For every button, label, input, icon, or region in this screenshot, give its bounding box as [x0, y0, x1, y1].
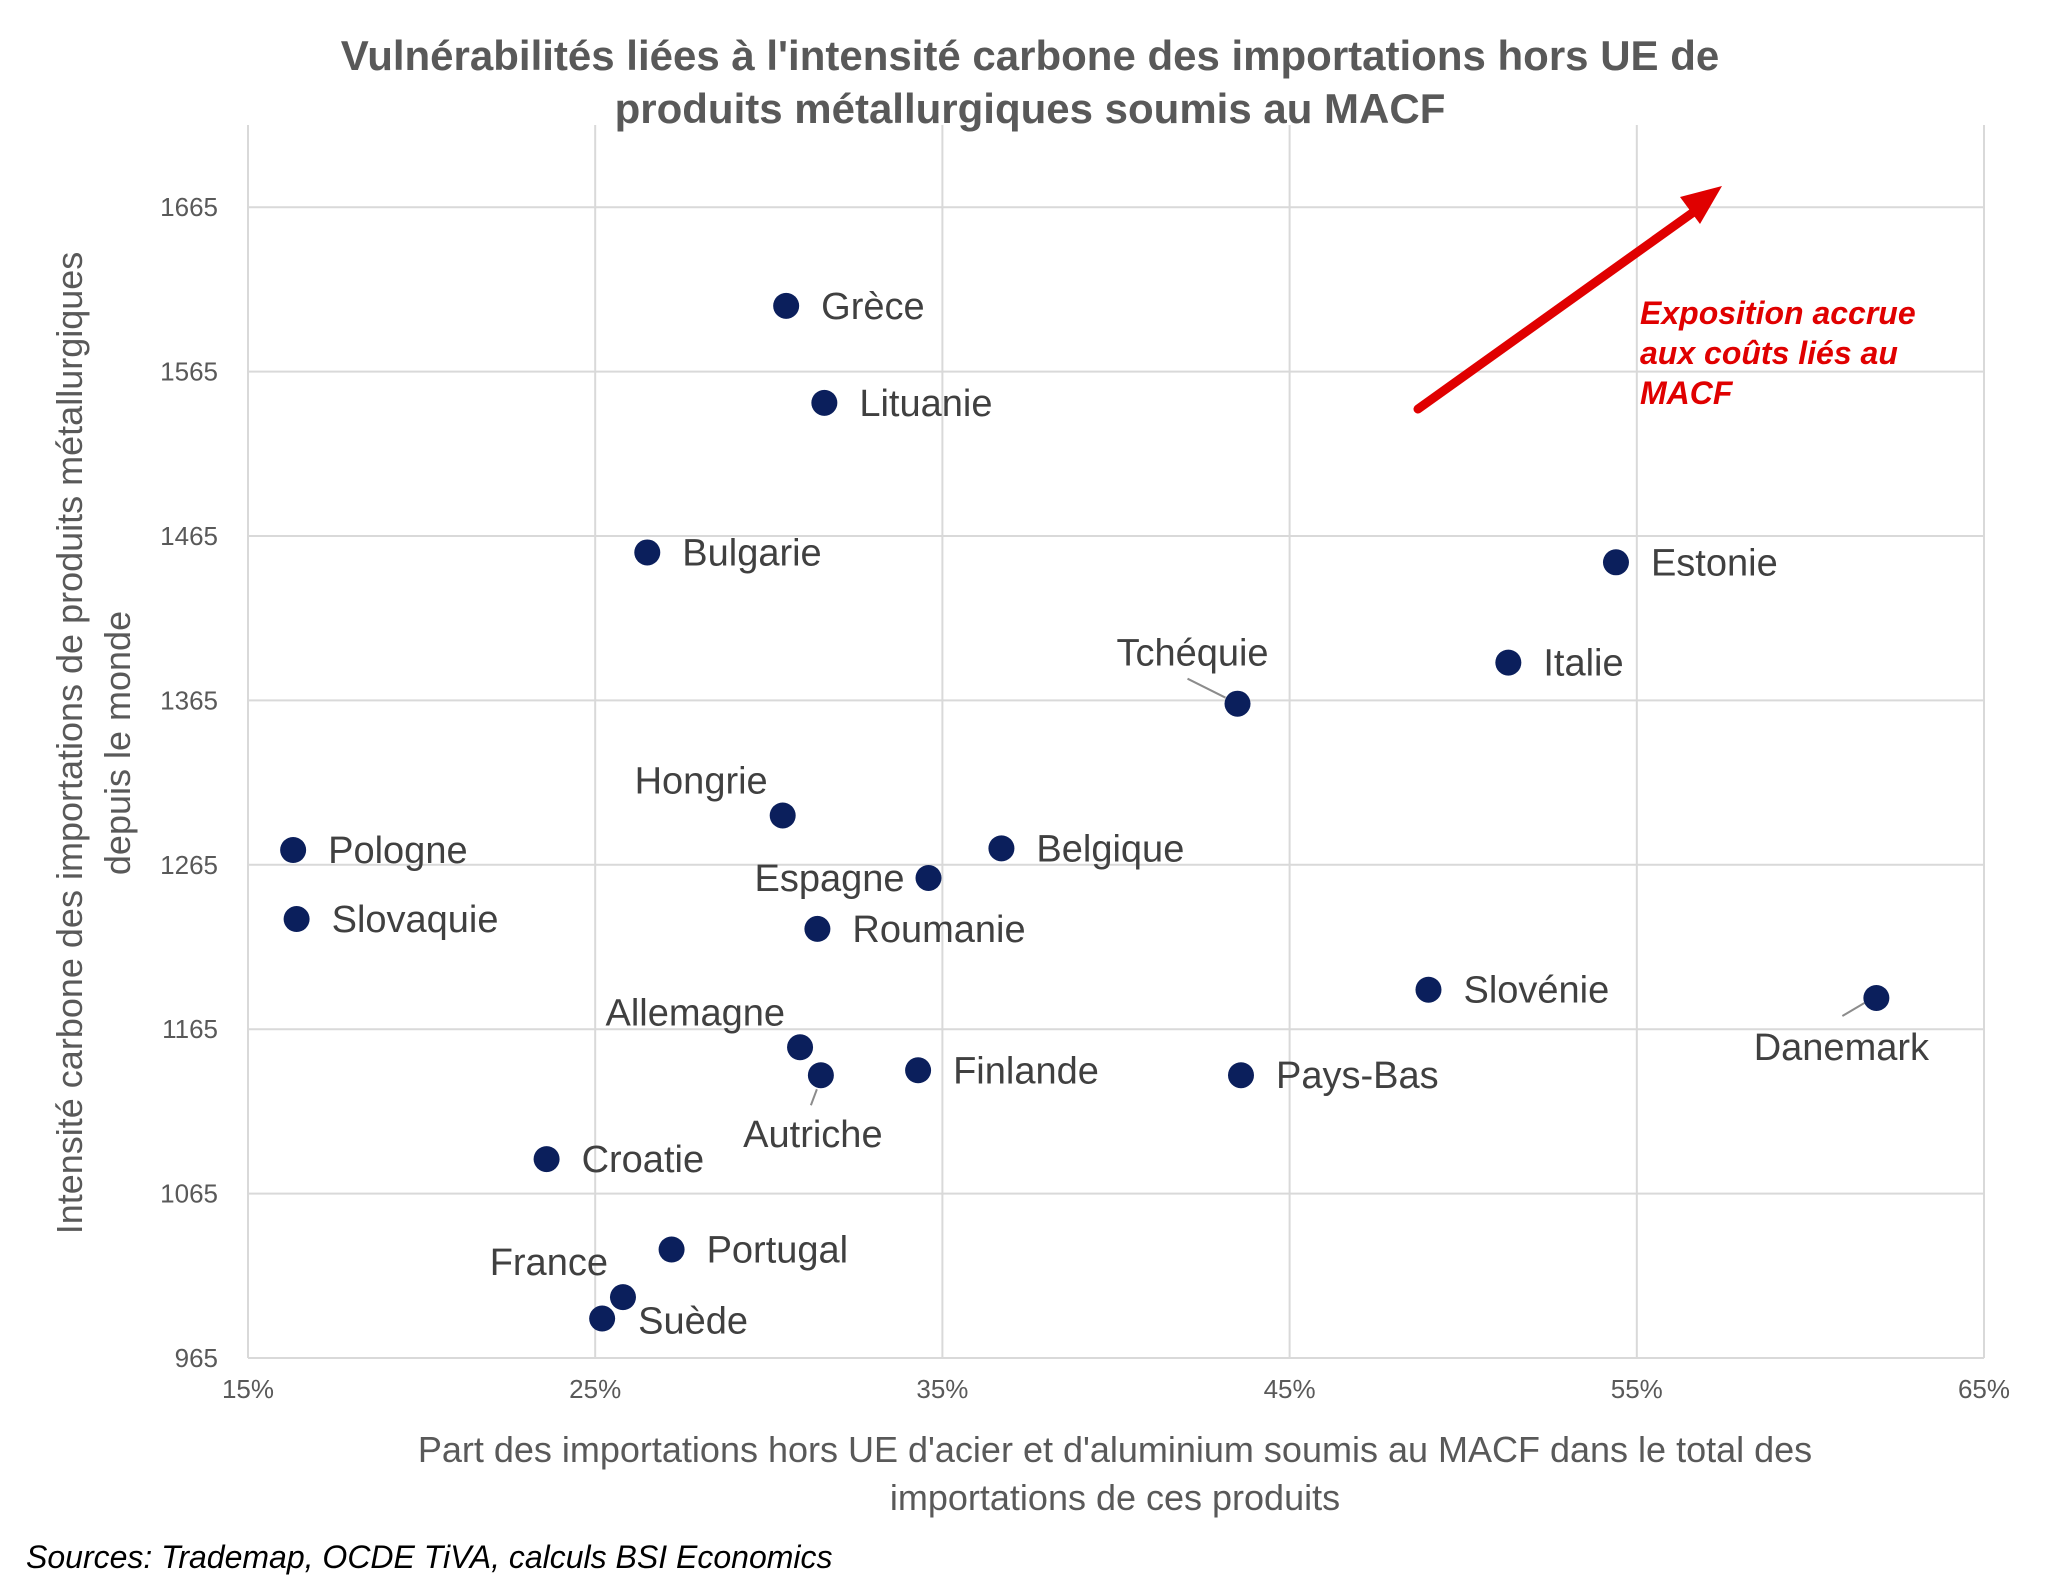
data-point-label: Slovénie	[1463, 970, 1609, 1012]
trend-arrow-head	[1680, 186, 1722, 224]
y-tick-label: 1065	[160, 1179, 218, 1209]
data-point	[905, 1057, 932, 1084]
data-point-label: Portugal	[707, 1229, 849, 1271]
leader-line	[1187, 677, 1226, 699]
chart-title-line-2: produits métallurgiques soumis au MACF	[615, 85, 1446, 132]
annotation-line-3: MACF	[1640, 375, 1734, 411]
x-axis-label-line-2: importations de ces produits	[890, 1477, 1340, 1518]
data-points: Grèce Lituanie Bulgarie Estonie Italie Tchéqu…	[280, 286, 1930, 1343]
data-point	[1227, 1062, 1254, 1089]
data-point	[589, 1305, 616, 1332]
source-note: Sources: Trademap, OCDE TiVA, calculs BS…	[26, 1539, 833, 1575]
data-point-label: Danemark	[1754, 1027, 1930, 1069]
data-point	[280, 837, 307, 864]
data-point	[283, 906, 310, 933]
data-point-label: Suède	[638, 1301, 748, 1343]
trend-arrow-shaft	[1413, 206, 1700, 414]
annotation-line-2: aux coûts liés au	[1640, 335, 1898, 371]
data-point	[804, 915, 831, 942]
data-point-label: Slovaquie	[332, 899, 499, 941]
data-point-label: Allemagne	[605, 992, 785, 1034]
x-tick-label: 35%	[916, 1374, 968, 1404]
y-tick-label: 1565	[160, 357, 218, 387]
x-tick-label: 65%	[1958, 1374, 2010, 1404]
data-point	[1863, 984, 1890, 1011]
y-axis-label-line-2: depuis le monde	[97, 611, 138, 875]
data-point-label: Hongrie	[635, 760, 768, 802]
data-point-label: France	[490, 1242, 608, 1284]
data-point	[609, 1284, 636, 1311]
data-point	[811, 389, 838, 416]
data-point	[1224, 690, 1251, 717]
data-point	[1495, 649, 1522, 676]
annotation-line-1: Exposition accrue	[1640, 295, 1916, 331]
data-point	[773, 292, 800, 319]
data-point-label: Estonie	[1651, 542, 1778, 584]
y-tick-label: 1665	[160, 192, 218, 222]
y-tick-label: 1265	[160, 850, 218, 880]
data-point-label: Tchéquie	[1116, 633, 1268, 675]
data-point-label: Finlande	[953, 1050, 1099, 1092]
y-axis-label-line-1: Intensité carbone des importations de pr…	[49, 252, 90, 1235]
data-point	[807, 1062, 834, 1089]
axis-labels: Part des importations hors UE d'acier et…	[49, 252, 1812, 1518]
y-tick-label: 1165	[162, 1014, 218, 1044]
data-point-label: Grèce	[821, 286, 924, 328]
data-point-label: Belgique	[1036, 828, 1184, 870]
data-point	[769, 802, 796, 829]
data-point	[1602, 549, 1629, 576]
x-tick-label: 15%	[222, 1374, 274, 1404]
tick-labels: 965 1065 1165 1265 1365 1465 1565 1665 15% 25% 35%…	[160, 192, 2010, 1404]
exposure-annotation: Exposition accrue aux coûts liés au MACF	[1640, 295, 1916, 411]
data-point	[533, 1146, 560, 1173]
y-tick-label: 965	[175, 1343, 218, 1373]
x-tick-label: 55%	[1611, 1374, 1663, 1404]
y-tick-label: 1365	[160, 685, 218, 715]
y-tick-label: 1465	[160, 521, 218, 551]
x-tick-label: 25%	[569, 1374, 621, 1404]
leader-line	[1841, 1002, 1865, 1017]
data-point	[915, 864, 942, 891]
x-axis-label-line-1: Part des importations hors UE d'acier et…	[418, 1429, 1812, 1470]
data-point-label: Bulgarie	[682, 532, 821, 574]
data-point-label: Roumanie	[852, 909, 1025, 951]
data-point	[988, 835, 1015, 862]
leader-line	[809, 1088, 818, 1106]
data-point-label: Autriche	[743, 1114, 882, 1156]
data-point-label: Espagne	[754, 858, 904, 900]
data-point-label: Pays-Bas	[1276, 1055, 1439, 1097]
data-point	[634, 539, 661, 566]
data-point	[1415, 976, 1442, 1003]
data-point	[787, 1034, 814, 1061]
data-point	[658, 1236, 685, 1263]
data-point-label: Croatie	[582, 1139, 705, 1181]
chart-title: Vulnérabilités liées à l'intensité carbo…	[341, 32, 1719, 132]
chart-title-line-1: Vulnérabilités liées à l'intensité carbo…	[341, 32, 1719, 79]
data-point-label: Pologne	[328, 830, 467, 872]
trend-arrow	[1413, 186, 1722, 414]
data-point-label: Italie	[1543, 643, 1623, 685]
data-point-label: Lituanie	[859, 383, 992, 425]
gridlines	[247, 125, 1985, 1359]
x-tick-label: 45%	[1264, 1374, 1316, 1404]
